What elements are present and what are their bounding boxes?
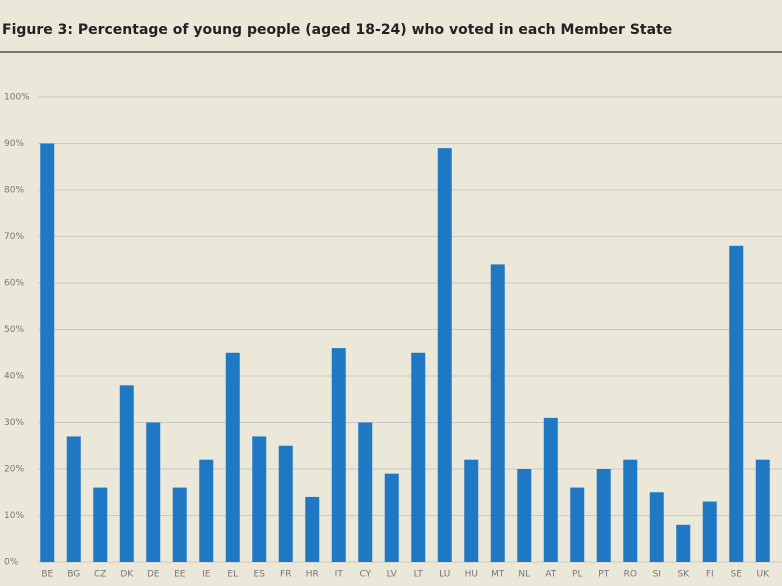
bar (517, 469, 532, 562)
bar (278, 445, 293, 562)
x-tick-label: BE (41, 570, 53, 580)
x-tick-label: EL (227, 570, 238, 580)
y-tick-label: 60% (4, 279, 24, 289)
x-tick-label: AT (545, 570, 556, 580)
x-tick-label: DK (120, 570, 134, 580)
bar (437, 148, 452, 562)
y-tick-label: 50% (4, 325, 24, 335)
y-tick-label: 20% (4, 465, 24, 475)
x-tick-label: SI (653, 570, 661, 580)
bar (702, 501, 717, 562)
bar (729, 245, 744, 563)
bar (464, 459, 479, 562)
x-tick-label: UK (757, 570, 771, 580)
x-tick-label: ES (254, 570, 266, 580)
bar (358, 422, 373, 562)
bar (596, 469, 611, 562)
bar (172, 487, 187, 562)
y-tick-label: 70% (4, 232, 24, 242)
x-tick-label: EE (174, 570, 186, 580)
bar (40, 143, 55, 562)
x-tick-label: LU (439, 570, 450, 580)
x-tick-label: IT (335, 570, 344, 580)
x-tick-label: HU (465, 570, 478, 580)
x-tick-label: IE (202, 570, 211, 580)
x-tick-label: FR (280, 570, 291, 580)
x-tick-label: SE (731, 570, 743, 580)
x-tick-label: DE (147, 570, 160, 580)
bar (146, 422, 161, 562)
bar (676, 524, 691, 562)
y-tick-label: 30% (4, 418, 24, 428)
x-tick-label: CZ (94, 570, 106, 580)
bar (755, 459, 770, 562)
bar (199, 459, 214, 562)
x-tick-label: LV (387, 570, 398, 580)
bar (66, 436, 81, 562)
x-tick-label: NL (518, 570, 530, 580)
x-tick-label: HR (306, 570, 319, 580)
bar (119, 385, 134, 562)
x-tick-label: PT (598, 570, 609, 580)
x-tick-label: SK (677, 570, 690, 580)
bar (570, 487, 585, 562)
x-tick-label: LT (414, 570, 424, 580)
x-tick-label: BG (67, 570, 80, 580)
bar (93, 487, 108, 562)
bar (305, 496, 320, 562)
x-tick-label: MT (491, 570, 505, 580)
bar (384, 473, 399, 562)
y-tick-label: 80% (4, 186, 24, 196)
y-tick-label: 90% (4, 139, 24, 149)
chart-title: Figure 3: Percentage of young people (ag… (2, 22, 672, 38)
x-tick-label: CY (359, 570, 371, 580)
bar (331, 348, 346, 562)
bar (411, 352, 426, 562)
y-tick-label: 40% (4, 372, 24, 382)
bar (225, 352, 240, 562)
bar (490, 264, 505, 562)
y-tick-label: 10% (4, 511, 24, 521)
bar (649, 492, 664, 562)
x-tick-label: RO (624, 570, 637, 580)
x-tick-label: PL (572, 570, 582, 580)
bar (252, 436, 267, 562)
y-tick-label: 0% (4, 558, 19, 568)
y-tick-label: 100% (4, 93, 30, 103)
x-tick-label: FI (706, 570, 714, 580)
bar (623, 459, 638, 562)
bar (543, 417, 558, 562)
